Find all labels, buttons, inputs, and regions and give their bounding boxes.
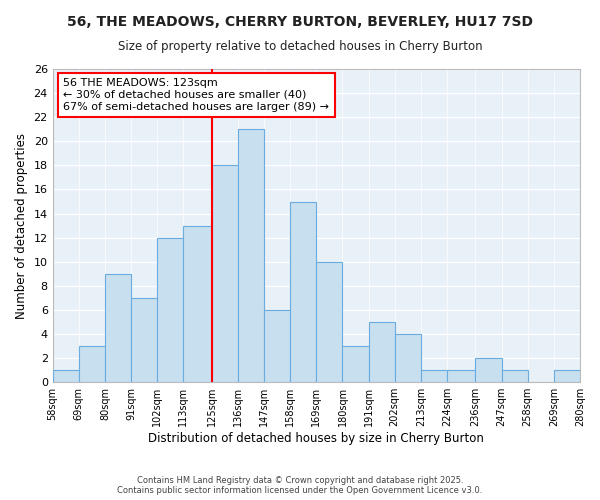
Bar: [212, 166, 238, 382]
Bar: [343, 346, 368, 382]
Text: 56 THE MEADOWS: 123sqm
← 30% of detached houses are smaller (40)
67% of semi-det: 56 THE MEADOWS: 123sqm ← 30% of detached…: [63, 78, 329, 112]
Bar: [79, 346, 105, 382]
Bar: [105, 274, 131, 382]
Bar: [157, 238, 184, 382]
Bar: [395, 334, 421, 382]
Text: Contains HM Land Registry data © Crown copyright and database right 2025.
Contai: Contains HM Land Registry data © Crown c…: [118, 476, 482, 495]
Bar: [368, 322, 395, 382]
Bar: [290, 202, 316, 382]
Bar: [184, 226, 212, 382]
Bar: [475, 358, 502, 382]
Bar: [238, 129, 264, 382]
Bar: [554, 370, 580, 382]
Text: Size of property relative to detached houses in Cherry Burton: Size of property relative to detached ho…: [118, 40, 482, 53]
Bar: [502, 370, 528, 382]
Y-axis label: Number of detached properties: Number of detached properties: [15, 132, 28, 318]
Bar: [53, 370, 79, 382]
Bar: [447, 370, 475, 382]
Bar: [131, 298, 157, 382]
Bar: [264, 310, 290, 382]
Text: 56, THE MEADOWS, CHERRY BURTON, BEVERLEY, HU17 7SD: 56, THE MEADOWS, CHERRY BURTON, BEVERLEY…: [67, 15, 533, 29]
Bar: [316, 262, 343, 382]
Bar: [421, 370, 447, 382]
X-axis label: Distribution of detached houses by size in Cherry Burton: Distribution of detached houses by size …: [148, 432, 484, 445]
